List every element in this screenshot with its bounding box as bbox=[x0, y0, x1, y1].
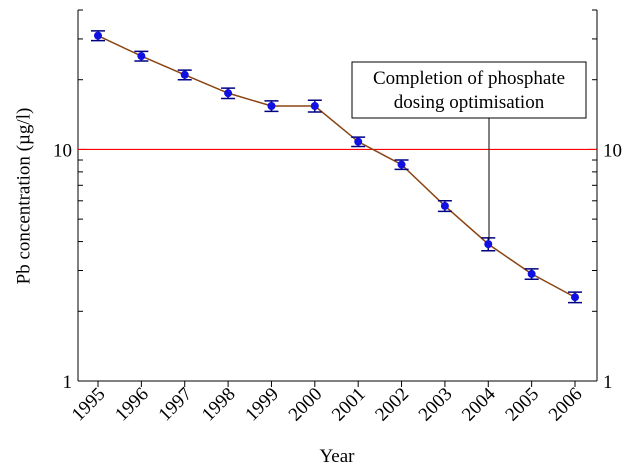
data-point bbox=[94, 31, 102, 40]
data-point bbox=[527, 269, 536, 278]
y-tick-label: 10 bbox=[603, 140, 622, 161]
data-point bbox=[571, 293, 579, 302]
data-point bbox=[397, 160, 406, 169]
annotation-text: Completion of phosphate bbox=[373, 68, 565, 89]
data-point bbox=[267, 101, 276, 110]
data-point bbox=[484, 240, 493, 249]
data-point bbox=[354, 137, 363, 146]
y-tick-label: 1 bbox=[603, 372, 613, 393]
annotation-box bbox=[351, 61, 587, 119]
annotation-text: dosing optimisation bbox=[394, 92, 545, 113]
data-point bbox=[224, 89, 233, 98]
x-axis-title: Year bbox=[319, 446, 355, 467]
data-point bbox=[137, 52, 146, 61]
y-axis-title: Pb concentration (µg/l) bbox=[13, 108, 34, 285]
y-tick-label: 10 bbox=[53, 140, 72, 161]
data-point bbox=[440, 201, 449, 210]
data-point bbox=[310, 101, 319, 110]
y-tick-label: 1 bbox=[63, 372, 73, 393]
data-point bbox=[180, 70, 189, 79]
data-line bbox=[97, 34, 576, 298]
